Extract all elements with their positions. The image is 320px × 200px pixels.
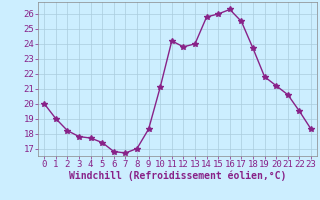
- X-axis label: Windchill (Refroidissement éolien,°C): Windchill (Refroidissement éolien,°C): [69, 171, 286, 181]
